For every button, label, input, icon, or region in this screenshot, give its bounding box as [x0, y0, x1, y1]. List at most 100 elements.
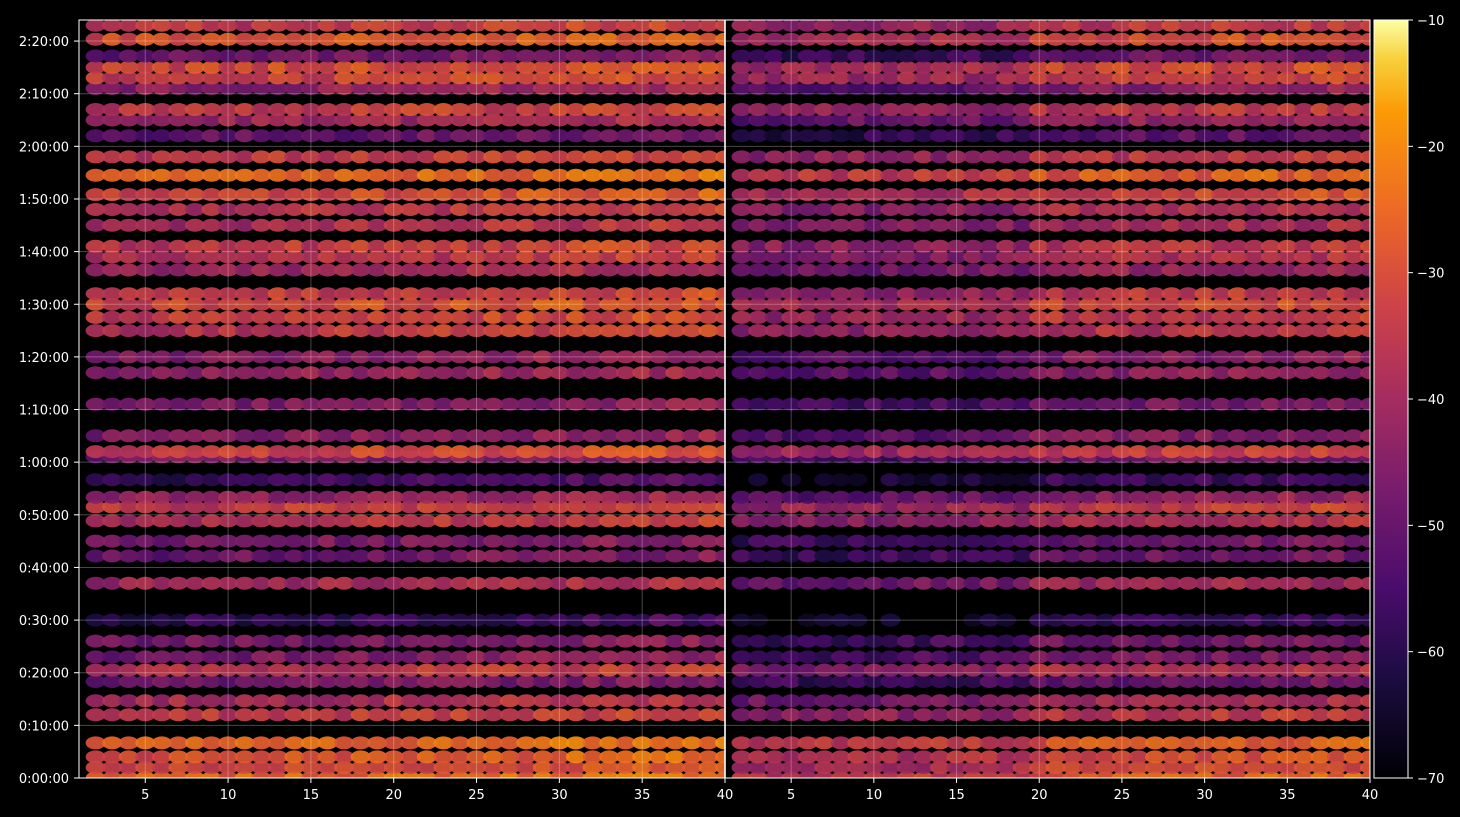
spectrogram-cell — [648, 150, 669, 164]
spectrogram-cell — [863, 324, 884, 338]
spectrogram-cell — [1111, 60, 1132, 74]
spectrogram-cell — [880, 761, 901, 774]
spectrogram-cell — [1326, 366, 1347, 380]
spectrogram-cell — [1128, 60, 1149, 74]
spectrogram-cell — [896, 20, 917, 32]
spectrogram-cell — [1045, 613, 1066, 627]
spectrogram-cell — [549, 750, 570, 764]
spectrogram-cell — [1277, 613, 1298, 627]
spectrogram-cell — [797, 490, 818, 504]
spectrogram-cell — [979, 129, 1000, 143]
spectrogram-cell — [416, 534, 437, 548]
spectrogram-cell — [996, 129, 1017, 143]
spectrogram-cell — [400, 310, 421, 324]
spectrogram-cell — [300, 473, 321, 487]
spectrogram-cell — [1360, 650, 1370, 664]
spectrogram-cell — [516, 113, 537, 127]
spectrogram-cell — [963, 218, 984, 232]
spectrogram-cell — [599, 218, 620, 232]
spectrogram-cell — [582, 350, 603, 364]
spectrogram-cell — [1293, 113, 1314, 127]
spectrogram-cell — [946, 49, 967, 63]
spectrogram-cell — [218, 60, 239, 74]
spectrogram-cell — [731, 663, 752, 677]
spectrogram-cell — [549, 297, 570, 311]
spectrogram-cell — [1227, 71, 1248, 85]
spectrogram-cell — [1360, 218, 1370, 232]
spectrogram-cell — [1244, 576, 1265, 590]
spectrogram-cell — [1029, 549, 1050, 563]
spectrogram-cell — [1360, 60, 1370, 74]
spectrogram-cell — [85, 576, 106, 590]
spectrogram-cell — [168, 203, 189, 216]
spectrogram-cell — [1260, 113, 1281, 127]
spectrogram-cell — [1145, 634, 1165, 648]
spectrogram-cell — [400, 263, 421, 277]
spectrogram-cell — [565, 429, 586, 443]
spectrogram-cell — [317, 473, 338, 487]
spectrogram-cell — [648, 534, 669, 548]
spectrogram-cell — [450, 324, 470, 338]
spectrogram-cell — [499, 736, 520, 750]
spectrogram-cell — [1293, 500, 1314, 514]
spectrogram-cell — [1145, 650, 1165, 664]
spectrogram-cell — [963, 473, 984, 487]
spectrogram-cell — [416, 490, 437, 504]
spectrogram-cell — [135, 49, 156, 63]
spectrogram-cell — [681, 429, 702, 443]
spectrogram-cell — [1310, 500, 1331, 514]
spectrogram-cell — [1029, 350, 1050, 364]
spectrogram-cell — [930, 129, 950, 143]
spectrogram-cell — [1178, 708, 1199, 722]
y-tick-label: 1:10:00 — [19, 404, 69, 419]
spectrogram-cell — [201, 534, 222, 548]
spectrogram-cell — [516, 650, 537, 664]
spectrogram-cell — [300, 675, 321, 688]
spectrogram-cell — [135, 263, 156, 277]
spectrogram-cell — [416, 429, 437, 443]
spectrogram-cell — [516, 250, 537, 264]
spectrogram-cell — [499, 310, 520, 324]
spectrogram-cell — [1045, 218, 1066, 232]
spectrogram-cell — [483, 218, 504, 232]
spectrogram-cell — [549, 250, 570, 264]
spectrogram-cell — [797, 750, 818, 764]
spectrogram-cell — [416, 366, 437, 380]
spectrogram-cell — [450, 203, 470, 216]
spectrogram-cell — [665, 218, 686, 232]
spectrogram-cell — [896, 761, 917, 774]
spectrogram-cell — [85, 514, 106, 528]
spectrogram-cell — [996, 113, 1017, 127]
spectrogram-cell — [234, 613, 255, 627]
spectrogram-cell — [1078, 60, 1099, 74]
spectrogram-cell — [234, 103, 255, 116]
spectrogram-cell — [1310, 150, 1331, 164]
spectrogram-cell — [1343, 549, 1364, 563]
spectrogram-cell — [979, 761, 1000, 774]
spectrogram-cell — [450, 650, 470, 664]
spectrogram-cell — [715, 576, 725, 590]
spectrogram-cell — [1029, 514, 1050, 528]
spectrogram-cell — [930, 500, 950, 514]
spectrogram-cell — [151, 429, 172, 443]
spectrogram-cell — [1211, 429, 1232, 443]
spectrogram-cell — [847, 663, 868, 677]
spectrogram-cell — [1326, 613, 1347, 627]
spectrogram-cell — [1145, 287, 1165, 301]
spectrogram-cell — [1012, 366, 1033, 380]
spectrogram-cell — [1062, 324, 1083, 338]
spectrogram-cell — [565, 168, 586, 182]
spectrogram-cell — [1145, 297, 1165, 311]
spectrogram-cell — [1277, 634, 1298, 648]
spectrogram-cell — [350, 650, 371, 664]
spectrogram-cell — [1227, 168, 1248, 182]
spectrogram-cell — [731, 675, 752, 688]
spectrogram-cell — [913, 250, 934, 264]
spectrogram-cell — [416, 81, 437, 95]
spectrogram-cell — [532, 263, 553, 277]
spectrogram-cell — [748, 113, 769, 127]
spectrogram-cell — [847, 20, 868, 32]
spectrogram-cell — [731, 129, 752, 143]
spectrogram-cell — [234, 397, 255, 411]
spectrogram-cell — [979, 613, 1000, 627]
